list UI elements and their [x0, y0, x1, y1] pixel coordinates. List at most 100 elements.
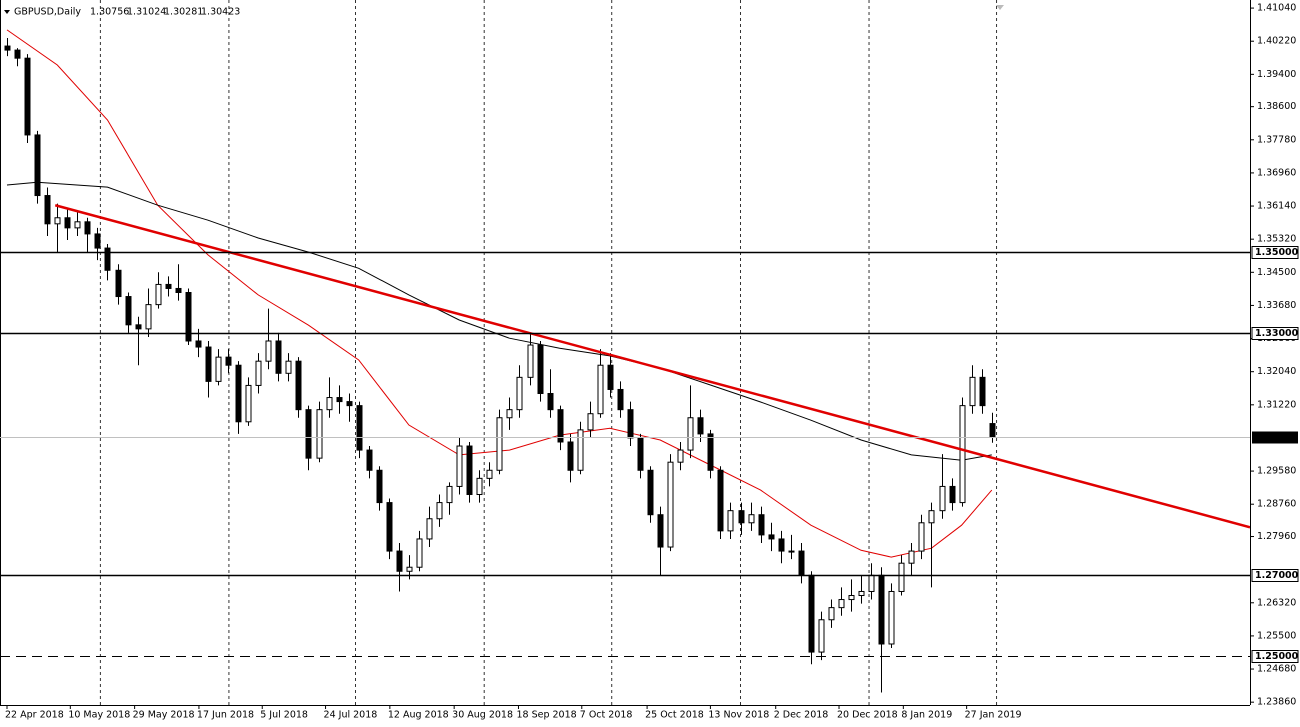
candle-body [135, 324, 142, 330]
moving-average [6, 181, 992, 461]
candle-body [386, 502, 393, 552]
level-label: 1.35000 [1255, 247, 1299, 258]
x-tick-label: 17 Jun 2018 [197, 710, 254, 721]
y-tick-label: 1.27960 [1257, 531, 1296, 542]
candle-body [235, 364, 242, 423]
candle-body [416, 538, 423, 568]
candle-body [396, 550, 403, 572]
candle-body [316, 409, 323, 459]
candle-body [657, 514, 664, 548]
candle-body [466, 445, 473, 496]
candle-body [989, 423, 996, 438]
y-tick-label: 1.33680 [1257, 300, 1296, 311]
candle-body [537, 344, 544, 395]
candle-body [617, 388, 624, 411]
candle-body [677, 449, 684, 463]
candle-body [516, 376, 523, 411]
candle-body [44, 195, 51, 225]
candle-body [165, 283, 172, 289]
menu-arrow[interactable] [4, 10, 10, 14]
candle-body [245, 384, 252, 423]
x-tick-label: 7 Oct 2018 [580, 710, 633, 721]
x-tick-label: 25 Oct 2018 [645, 710, 704, 721]
candle-body [567, 441, 574, 471]
candle-body [798, 550, 805, 576]
current-price-label: 1.30423 [1255, 432, 1298, 443]
candle-body [637, 437, 644, 471]
candle-body [527, 344, 534, 378]
candle-body [125, 296, 132, 326]
x-tick-label: 5 Jul 2018 [260, 710, 308, 721]
x-tick-label: 30 Aug 2018 [452, 710, 513, 721]
close-readout: 1.30423 [201, 7, 240, 18]
level-label: 1.27000 [1255, 570, 1299, 581]
x-tick-label: 8 Jan 2019 [901, 710, 952, 721]
candle-body [969, 376, 976, 407]
candle-body [557, 409, 564, 443]
candle-body [667, 461, 674, 548]
level-label-box [1251, 246, 1299, 259]
candle-body [175, 287, 182, 294]
candle-body [486, 469, 493, 479]
candle-body [959, 405, 966, 504]
candle-body [687, 417, 694, 451]
candle-body [376, 469, 383, 504]
candle-body [647, 469, 654, 516]
y-tick-label: 1.37780 [1257, 134, 1296, 145]
candle-body [979, 376, 986, 407]
candle-body [828, 607, 835, 621]
candle-body [908, 550, 915, 564]
y-tick-label: 1.23860 [1257, 697, 1296, 708]
candle-body [939, 485, 946, 512]
level-label-box [1251, 650, 1299, 663]
y-tick-label: 1.24680 [1257, 664, 1296, 675]
candle-body [607, 364, 614, 390]
candle-body [366, 449, 373, 471]
y-tick-label: 1.28760 [1257, 499, 1296, 510]
ohlc-readout: 1.30756 1.31024 1.30281 1.30423 [90, 7, 240, 18]
candle-body [54, 217, 61, 225]
y-tick-label: 1.41040 [1257, 3, 1296, 14]
candle-body [707, 433, 714, 471]
candle-body [326, 397, 333, 411]
candle-body [506, 409, 513, 419]
candle-body [768, 534, 775, 540]
candle-body [697, 417, 704, 435]
candle-body [476, 477, 483, 496]
candle-body [346, 401, 353, 407]
candle-body [838, 599, 845, 609]
candle-body [225, 356, 232, 366]
x-tick-label: 20 Dec 2018 [837, 710, 898, 721]
moving-average [6, 29, 993, 558]
candle-body [285, 360, 292, 374]
candle-body [758, 514, 765, 536]
candle-body [547, 393, 554, 411]
candle-body [808, 574, 815, 653]
candle-body [205, 346, 212, 382]
y-tick-label: 1.34500 [1257, 267, 1296, 278]
candle-body [295, 360, 302, 411]
candle-body [155, 283, 162, 306]
x-tick-label: 12 Aug 2018 [388, 710, 449, 721]
candle-body [627, 409, 634, 439]
candle-body [868, 574, 875, 592]
candle-body [275, 340, 282, 374]
candle-body [436, 502, 443, 520]
y-tick-label: 1.39400 [1257, 69, 1296, 80]
shift-marker[interactable] [996, 5, 1004, 10]
candle-body [185, 292, 192, 342]
candle-body [727, 510, 734, 532]
candle-body [64, 217, 71, 229]
x-tick-label: 2 Dec 2018 [774, 710, 829, 721]
x-tick-label: 24 Jul 2018 [324, 710, 378, 721]
x-tick-label: 10 May 2018 [68, 710, 130, 721]
candle-body [336, 397, 343, 403]
candle-body [587, 413, 594, 431]
candle-body [848, 595, 855, 601]
candle-body [496, 417, 503, 471]
plot-area [4, 0, 1250, 705]
candle-body [115, 269, 122, 298]
candle-body [356, 405, 363, 451]
